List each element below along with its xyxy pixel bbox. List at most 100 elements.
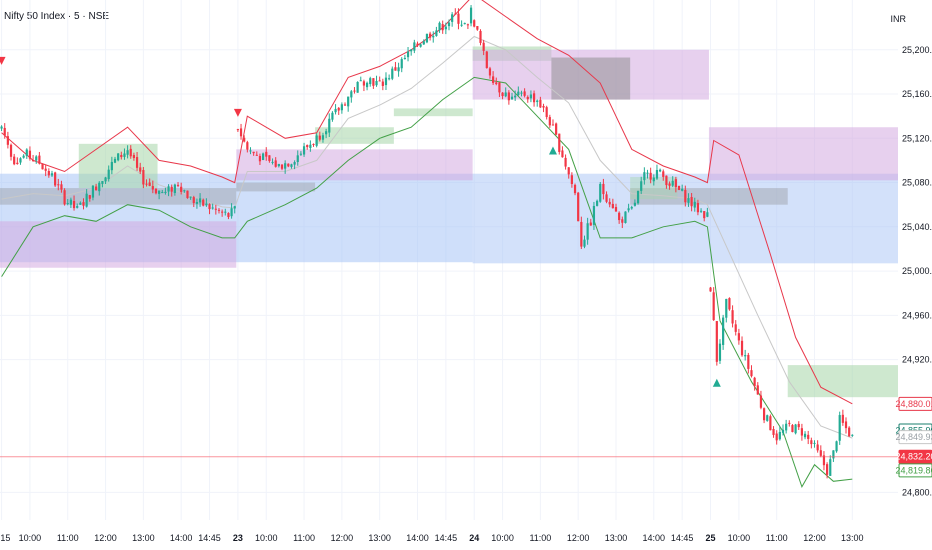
candle-body [202, 199, 205, 206]
candle-body [50, 173, 54, 176]
candle-body [340, 104, 343, 111]
candle-body [684, 189, 687, 203]
y-tick-label: 25,160.00 [902, 89, 932, 99]
candle-body [476, 26, 479, 30]
candle-body [63, 190, 66, 205]
candle-body [747, 354, 750, 369]
candle-body [208, 204, 211, 210]
candle-body [110, 161, 113, 171]
zone-box [236, 182, 316, 192]
candle-body [60, 184, 63, 190]
zone-box [78, 143, 158, 189]
candle-body [94, 186, 98, 191]
candle-body [769, 416, 772, 431]
x-tick-label: 12:00 [94, 533, 117, 543]
candle-body [734, 324, 737, 332]
candle-body [573, 184, 577, 194]
candle-body [135, 157, 139, 168]
zone-box [708, 127, 898, 181]
candle-body [677, 185, 681, 190]
x-tick-label: 13:00 [605, 533, 628, 543]
candle-body [586, 223, 589, 240]
candle-body [233, 206, 236, 209]
candle-body [731, 310, 734, 324]
candle-body [31, 160, 35, 162]
candle-body [69, 199, 72, 205]
candle-body [444, 26, 447, 30]
candle-body [186, 190, 189, 199]
candle-body [274, 160, 277, 167]
candle-body [803, 433, 807, 438]
candle-body [299, 153, 303, 155]
candle-body [397, 67, 400, 72]
candle-body [381, 81, 384, 86]
zone-box [236, 149, 473, 181]
candle-body [372, 78, 375, 86]
candle-body [608, 201, 611, 205]
candle-body [548, 117, 551, 126]
candle-body [482, 42, 485, 51]
candle-body [469, 7, 473, 24]
price-axis[interactable]: 25,200.00 25,160.00 25,120.00 25,080.00 25,0… [902, 45, 932, 498]
candle-body [485, 51, 488, 69]
candle-body [113, 158, 117, 163]
candle-body [542, 105, 545, 108]
candle-body [88, 195, 91, 199]
candle-body [101, 181, 104, 184]
candle-body [652, 177, 655, 182]
candle-body [447, 22, 451, 27]
zone-box [315, 127, 394, 144]
candle-body [567, 167, 570, 175]
candle-body [369, 78, 372, 85]
candle-body [618, 212, 621, 221]
candle-body [337, 107, 340, 111]
price-tag-label: 24,832.20 [895, 452, 932, 462]
supply-demand-zones [0, 46, 898, 398]
candle-body [104, 177, 107, 182]
candle-body [841, 414, 844, 423]
candle-body [66, 203, 69, 205]
candle-body [728, 298, 731, 310]
candle-body [189, 196, 192, 198]
y-tick-label: 25,200.00 [902, 45, 932, 55]
candle-body [145, 183, 148, 185]
candle-body [781, 429, 785, 433]
candle-body [280, 164, 284, 169]
candle-body [306, 145, 309, 148]
candle-body [139, 167, 142, 172]
x-tick-label: 12:00 [331, 533, 354, 543]
candle-body [205, 203, 208, 206]
price-tag-label: 24,880.01 [895, 399, 932, 409]
candle-body [495, 82, 498, 85]
candle-body [72, 200, 76, 209]
candle-body [54, 172, 57, 186]
candle-body [630, 207, 633, 209]
candle-body [120, 155, 123, 158]
candle-body [158, 190, 161, 194]
candle-body [722, 317, 725, 345]
candle-body [529, 94, 533, 99]
candle-body [592, 205, 596, 225]
x-tick-label: 13:00 [841, 533, 864, 543]
candle-body [176, 184, 180, 186]
candle-body [523, 91, 526, 96]
x-tick-label: 14:45 [671, 533, 694, 543]
candle-body [85, 193, 88, 207]
candle-body [655, 169, 659, 179]
candle-body [778, 431, 781, 440]
candle-body [343, 104, 347, 106]
candle-body [406, 51, 410, 58]
candle-body [750, 370, 753, 377]
candle-body [810, 440, 813, 445]
candle-body [725, 298, 728, 318]
candle-body [217, 209, 221, 211]
candle-body [403, 57, 406, 59]
time-axis[interactable]: 9:15 10:00 11:00 12:00 13:00 14:00 14:45 23 10:0… [0, 533, 864, 543]
candle-body [595, 200, 599, 206]
candle-body [473, 20, 476, 27]
currency-label: INR [890, 14, 907, 24]
candle-body [488, 68, 492, 76]
candle-body [356, 81, 359, 93]
x-tick-label: 11:00 [766, 533, 788, 543]
